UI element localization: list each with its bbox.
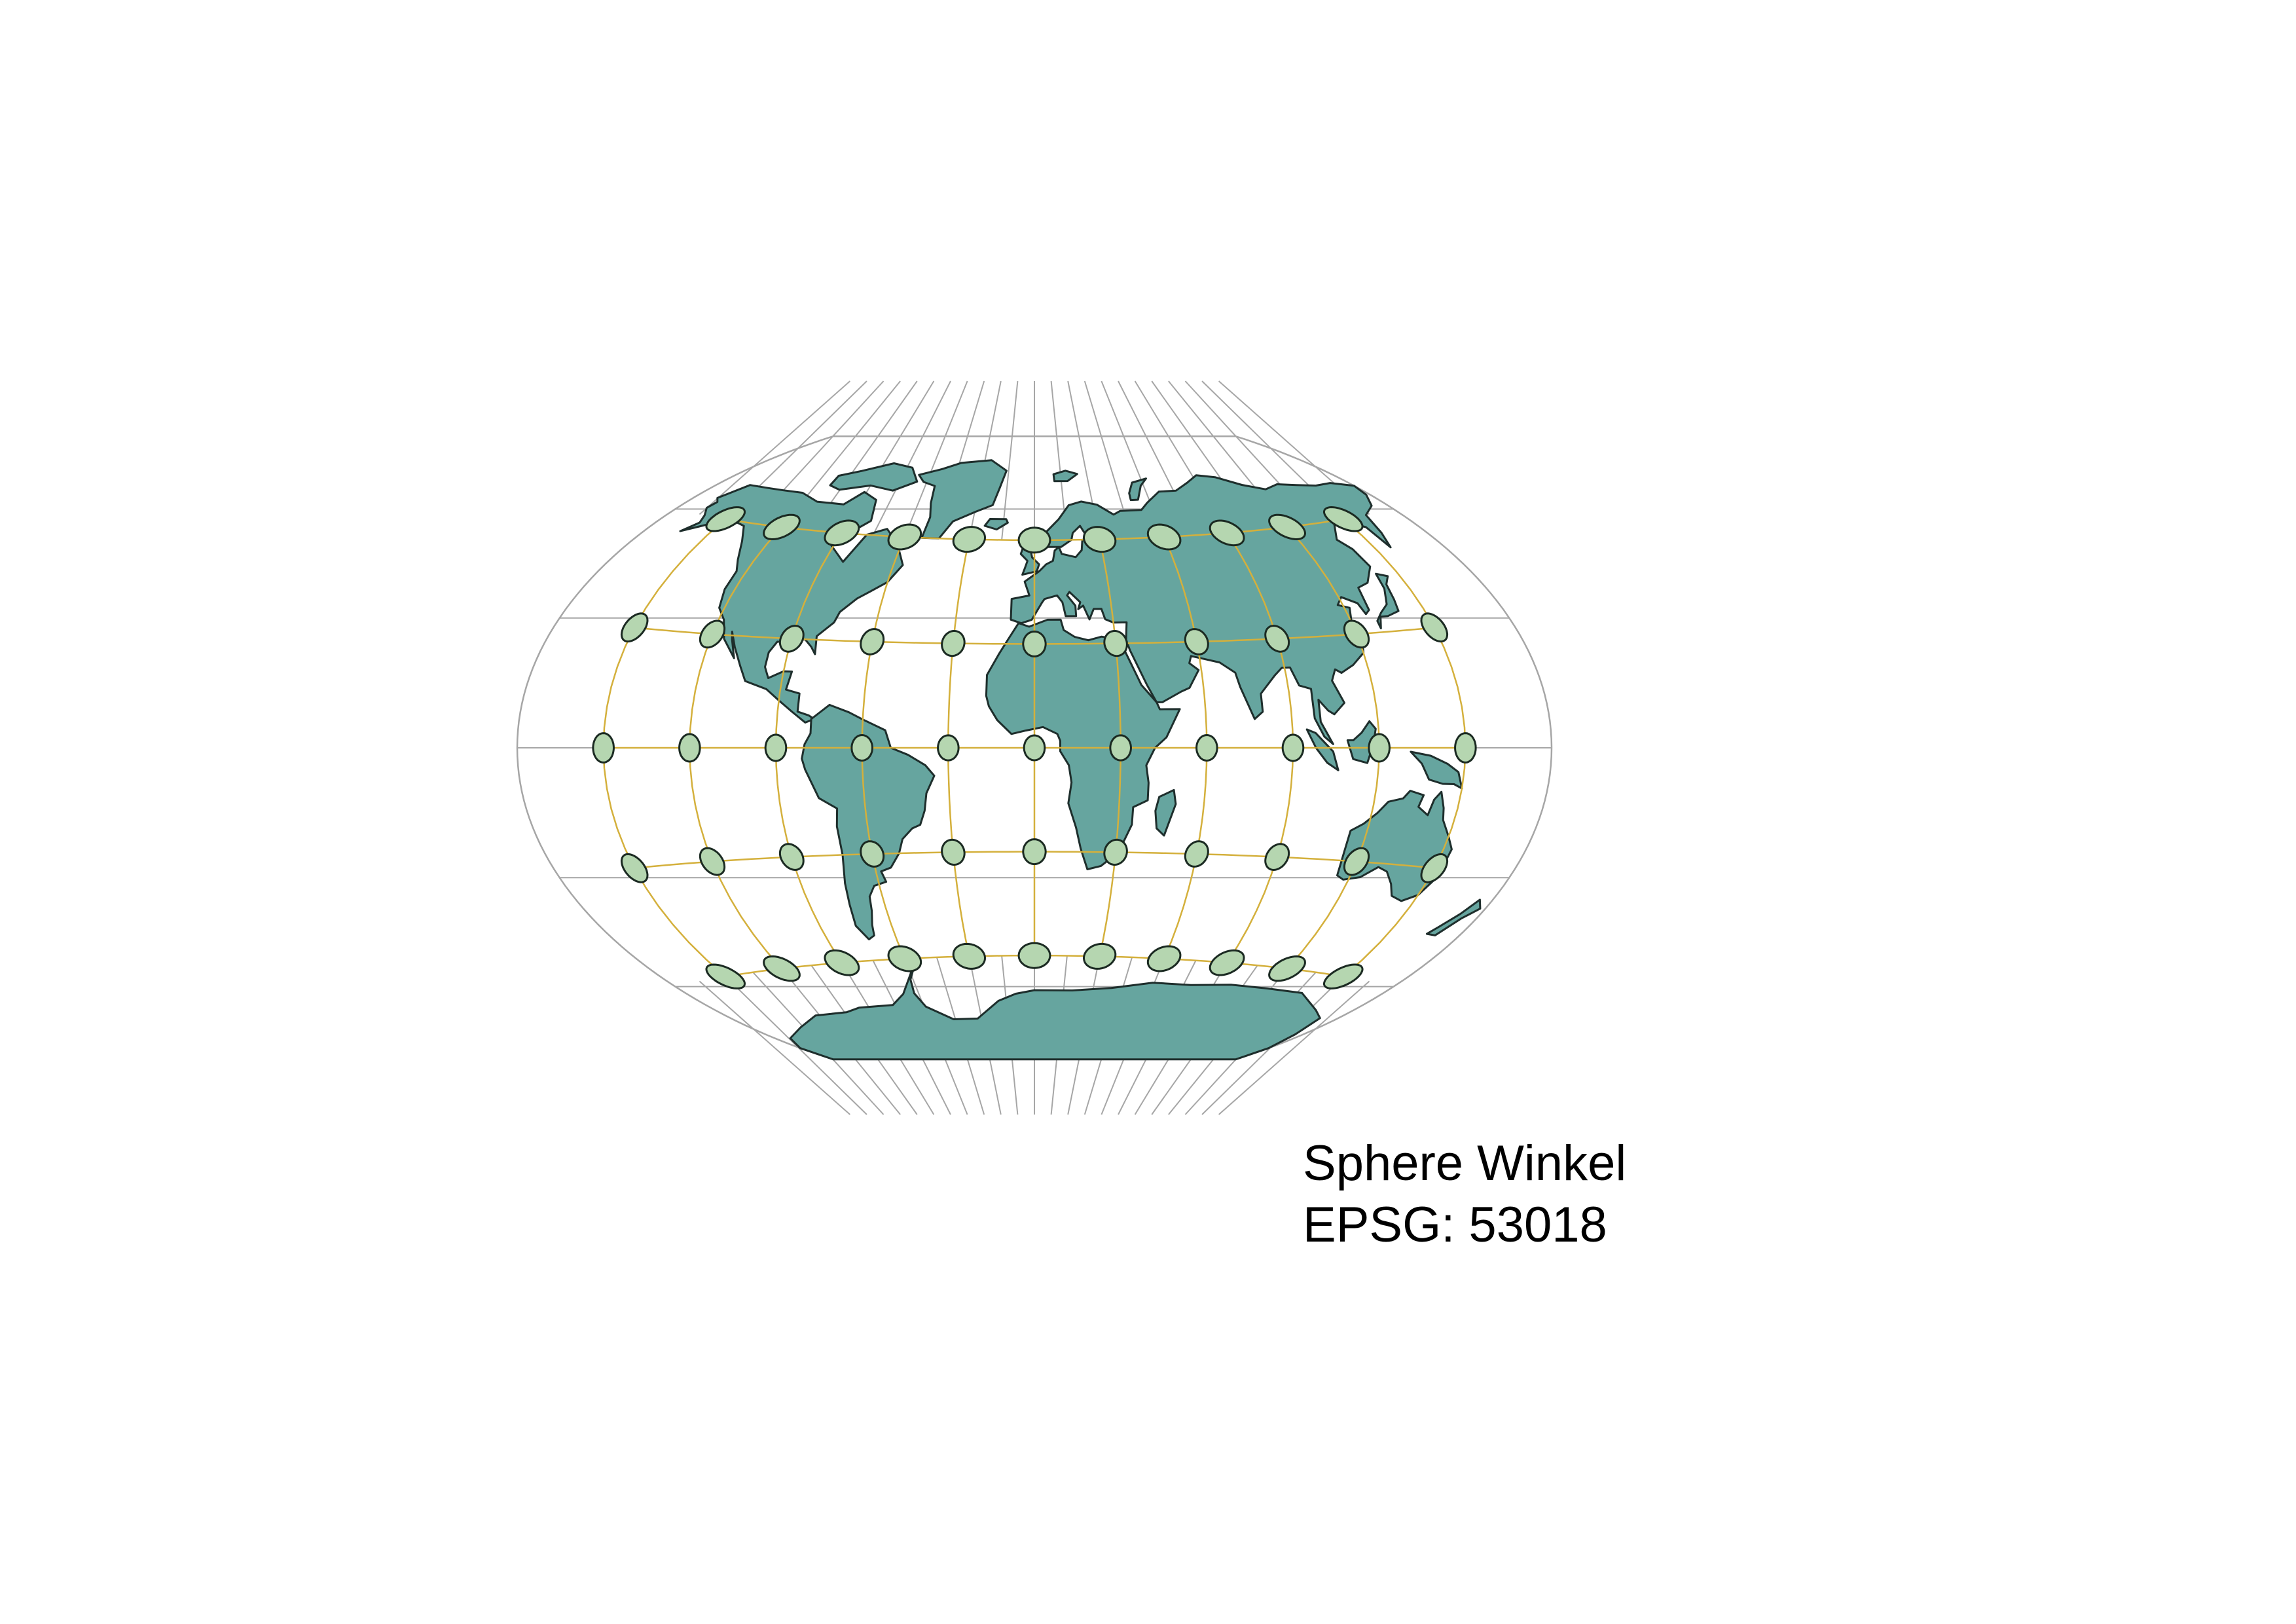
tissot-ellipse (1209, 519, 1245, 547)
tissot-ellipse (620, 853, 649, 883)
tissot-ellipse (778, 625, 805, 653)
graticule-meridian (725, 976, 867, 1115)
tissot-ellipse (824, 949, 860, 976)
land-iceland (983, 518, 1009, 530)
land-antarctica (789, 967, 1321, 1061)
tissot-ellipse (937, 734, 960, 762)
tissot-ellipse (1146, 523, 1182, 551)
land-new-guinea (1410, 750, 1463, 790)
tissot-ellipse (1184, 840, 1209, 868)
graticule-meridian (699, 380, 850, 515)
tissot-ellipse (592, 732, 615, 764)
tissot-ellipse (1420, 612, 1449, 643)
tissot-ellipse (1281, 733, 1305, 762)
tissot-ellipse (1343, 847, 1370, 876)
tissot-ellipse (1323, 506, 1364, 532)
tissot-ellipse (1195, 733, 1218, 762)
tissot-ellipse (1146, 945, 1182, 972)
tissot-ellipse (1017, 526, 1051, 554)
tissot-ellipse (763, 955, 801, 982)
tissot-ellipse (705, 963, 746, 989)
land-south-america (801, 703, 936, 940)
tissot-ellipse (850, 733, 874, 762)
land-svalbard (1052, 470, 1078, 483)
tissot-ellipse (620, 612, 649, 643)
tissot-ellipse (1264, 843, 1290, 872)
tissot-ellipse (887, 523, 922, 551)
tissot-ellipse (1184, 628, 1209, 655)
tissot-ellipse (941, 838, 966, 866)
tissot-ellipse (699, 847, 726, 876)
graticule-meridian (872, 380, 951, 536)
tissot-ellipse (1323, 963, 1364, 990)
tissot-ellipse (887, 945, 922, 972)
tissot-ellipse (824, 519, 860, 547)
tissot-ellipse (860, 628, 885, 655)
tissot-ellipse (1109, 734, 1133, 762)
tissot-ellipse (952, 942, 987, 970)
tissot-ellipse (1420, 853, 1449, 883)
tissot-ellipse (1022, 838, 1047, 866)
land-novaya-zemlya (1128, 477, 1147, 502)
tissot-ellipse (763, 513, 801, 541)
map-caption: Sphere Winkel EPSG: 53018 (1303, 1133, 1626, 1256)
tissot-ellipse (699, 619, 726, 649)
tissot-ellipse (1017, 942, 1051, 969)
tissot-ellipse (1209, 949, 1245, 976)
tissot-ellipse (1343, 619, 1370, 649)
tissot-ellipse (1082, 526, 1117, 553)
tissot-ellipse (1268, 955, 1306, 982)
land-madagascar (1154, 788, 1177, 837)
tissot-ellipse (860, 840, 885, 868)
land-new-zealand (1425, 898, 1482, 936)
tissot-ellipse (778, 843, 805, 871)
land-arctic-islands (829, 462, 919, 492)
tissot-ellipse (705, 506, 746, 532)
epsg-code: EPSG: 53018 (1303, 1197, 1607, 1253)
tissot-ellipse (1454, 732, 1477, 764)
tissot-ellipse (764, 733, 788, 762)
tissot-indicatrix-layer (592, 506, 1477, 990)
tissot-ellipse (1022, 630, 1047, 657)
graticule-meridian (1001, 380, 1019, 540)
tissot-ellipse (1264, 624, 1290, 653)
graticule-meridian (1218, 980, 1370, 1115)
projection-name: Sphere Winkel (1303, 1135, 1627, 1191)
tissot-ellipse (1103, 838, 1128, 866)
graticule-meridian (903, 380, 968, 538)
tissot-ellipse (678, 733, 701, 763)
tissot-ellipse (1082, 942, 1117, 970)
tissot-ellipse (1368, 733, 1391, 763)
tissot-ellipse (1268, 513, 1307, 541)
tissot-ellipse (952, 526, 987, 553)
land-japan (1375, 572, 1400, 630)
tissot-ellipse (1103, 629, 1128, 657)
tissot-ellipse (941, 630, 966, 657)
graticule-meridian (699, 980, 850, 1115)
tissot-ellipse (1023, 734, 1046, 762)
land-greenland (918, 459, 1008, 540)
